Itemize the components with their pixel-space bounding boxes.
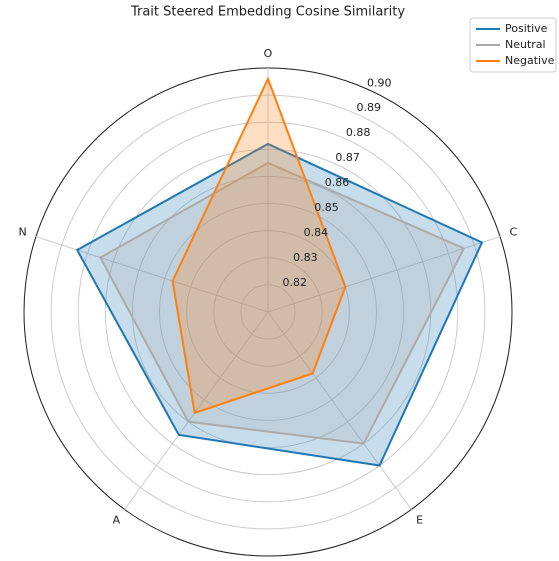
spoke [267,311,412,510]
legend-box [469,17,557,73]
legend-label: Negative [505,54,555,67]
axis-label: A [113,514,121,527]
r-tick-label: 0.90 [367,76,392,89]
r-tick-label: 0.84 [304,226,329,239]
r-tick-label: 0.88 [346,126,371,139]
r-tick-label: 0.82 [283,276,308,289]
axis-label: O [264,47,273,60]
series-area [75,142,484,467]
r-tick-label: 0.83 [293,251,318,264]
r-tick-label: 0.86 [325,176,350,189]
legend-label: Positive [505,22,548,35]
r-tick-label: 0.89 [356,101,381,114]
axis-label: N [19,225,27,238]
axis-label: E [416,514,423,527]
spoke [267,236,501,313]
axis-label: C [510,225,518,238]
chart-title: Trait Steered Embedding Cosine Similarit… [130,5,405,20]
spoke [124,311,269,510]
spoke [35,236,269,313]
series-area [171,76,347,415]
r-tick-label: 0.87 [335,151,360,164]
legend-label: Neutral [505,38,546,51]
series-area [99,161,466,445]
r-tick-label: 0.85 [314,201,339,214]
